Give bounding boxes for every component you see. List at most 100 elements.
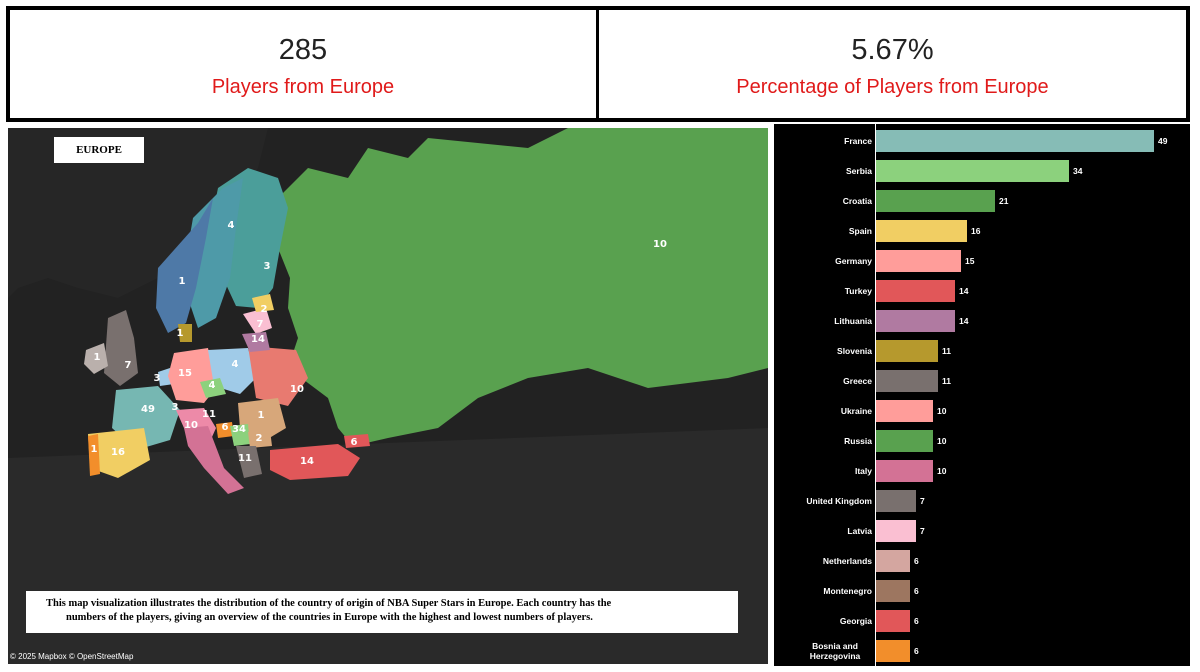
- map-label-sweden: 4: [228, 220, 235, 231]
- map-label-ukraine: 10: [290, 384, 304, 395]
- region-estonia[interactable]: [252, 294, 274, 312]
- region-russia[interactable]: [278, 128, 768, 446]
- bar-category-label: Slovenia: [837, 346, 872, 356]
- map-label-france: 49: [141, 404, 155, 415]
- bar-row-slovenia[interactable]: Slovenia 11: [774, 336, 1190, 366]
- map-label-norway: 1: [179, 276, 186, 287]
- map-label-czechia: 4: [209, 380, 216, 391]
- bar-category-label: Greece: [843, 376, 872, 386]
- region-czechia[interactable]: [200, 378, 226, 398]
- region-georgia[interactable]: [344, 434, 370, 448]
- map-label-spain: 16: [111, 447, 125, 458]
- bar-netherlands[interactable]: [876, 550, 910, 572]
- bar-category-label: Lithuania: [834, 316, 872, 326]
- bar-row-serbia[interactable]: Serbia 34: [774, 156, 1190, 186]
- map-label-latvia: 7: [257, 319, 264, 330]
- map-label-united-kingdom: 7: [125, 360, 132, 371]
- kpi-percentage-card: 5.67% Percentage of Players from Europe: [596, 6, 1190, 122]
- bar-croatia[interactable]: [876, 190, 995, 212]
- bar-spain[interactable]: [876, 220, 967, 242]
- bar-value-label: 10: [937, 406, 947, 416]
- bar-row-germany[interactable]: Germany 15: [774, 246, 1190, 276]
- bar-row-montenegro[interactable]: Montenegro 6: [774, 576, 1190, 606]
- region-united-kingdom[interactable]: [104, 310, 138, 386]
- region-lithuania[interactable]: [242, 332, 270, 352]
- region-ireland[interactable]: [84, 343, 108, 374]
- map-label-greece: 11: [238, 453, 252, 464]
- region-croatia[interactable]: [216, 422, 234, 438]
- sea-area: [8, 128, 268, 298]
- bar-united-kingdom[interactable]: [876, 490, 916, 512]
- region-romania[interactable]: [238, 398, 286, 440]
- map-label-lithuania: 14: [251, 334, 265, 345]
- region-sweden[interactable]: [186, 178, 243, 328]
- region-ukraine[interactable]: [248, 346, 308, 406]
- bar-row-italy[interactable]: Italy 10: [774, 456, 1190, 486]
- region-greece[interactable]: [236, 446, 262, 478]
- bar-value-label: 7: [920, 496, 925, 506]
- region-serbia[interactable]: [230, 424, 250, 446]
- bar-greece[interactable]: [876, 370, 938, 392]
- bar-serbia[interactable]: [876, 160, 1069, 182]
- region-bulgaria[interactable]: [248, 430, 272, 448]
- bar-value-label: 11: [942, 346, 951, 356]
- country-bar-chart: France 49 Serbia 34 Croatia 21 Spain 16 Germany 1…: [774, 124, 1190, 666]
- bar-category-label: France: [844, 136, 872, 146]
- bar-row-croatia[interactable]: Croatia 21: [774, 186, 1190, 216]
- bar-row-russia[interactable]: Russia 10: [774, 426, 1190, 456]
- bar-value-label: 34: [1073, 166, 1083, 176]
- kpi-percentage-value: 5.67%: [851, 34, 934, 66]
- bar-row-latvia[interactable]: Latvia 7: [774, 516, 1190, 546]
- bar-row-lithuania[interactable]: Lithuania 14: [774, 306, 1190, 336]
- bar-row-netherlands[interactable]: Netherlands 6: [774, 546, 1190, 576]
- bar-value-label: 21: [999, 196, 1009, 206]
- bar-row-georgia[interactable]: Georgia 6: [774, 606, 1190, 636]
- bar-value-label: 10: [937, 436, 947, 446]
- bar-bosnia-and-herzegovina[interactable]: [876, 640, 910, 662]
- bar-row-greece[interactable]: Greece 11: [774, 366, 1190, 396]
- bar-value-label: 14: [959, 286, 969, 296]
- kpi-players-label: Players from Europe: [211, 76, 395, 98]
- bar-turkey[interactable]: [876, 280, 955, 302]
- bar-value-label: 6: [914, 586, 919, 596]
- bar-lithuania[interactable]: [876, 310, 955, 332]
- bar-axis-line: [875, 124, 876, 666]
- bar-france[interactable]: [876, 130, 1154, 152]
- map-label-romania: 1: [258, 410, 265, 421]
- kpi-players-value: 285: [278, 34, 328, 66]
- region-netherlands[interactable]: [178, 324, 192, 342]
- region-norway[interactable]: [156, 198, 213, 333]
- bar-slovenia[interactable]: [876, 340, 938, 362]
- region-italy[interactable]: [184, 426, 244, 494]
- map-label-ireland: 1: [94, 352, 101, 363]
- region-turkey[interactable]: [270, 444, 360, 480]
- bar-montenegro[interactable]: [876, 580, 910, 602]
- bar-row-france[interactable]: France 49: [774, 126, 1190, 156]
- bar-latvia[interactable]: [876, 520, 916, 542]
- map-credit[interactable]: © 2025 Mapbox © OpenStreetMap: [10, 652, 134, 661]
- map-title: EUROPE: [54, 137, 144, 163]
- bar-row-turkey[interactable]: Turkey 14: [774, 276, 1190, 306]
- map-label-belgium: 3: [154, 373, 161, 384]
- bar-category-label: Italy: [854, 466, 872, 476]
- bar-russia[interactable]: [876, 430, 933, 452]
- bar-value-label: 10: [937, 466, 947, 476]
- bar-value-label: 6: [914, 616, 919, 626]
- region-spain[interactable]: [88, 428, 150, 478]
- region-portugal[interactable]: [88, 434, 100, 476]
- bar-row-spain[interactable]: Spain 16: [774, 216, 1190, 246]
- bar-germany[interactable]: [876, 250, 961, 272]
- header-divider: [6, 118, 1190, 122]
- bar-row-ukraine[interactable]: Ukraine 10: [774, 396, 1190, 426]
- europe-map[interactable]: 10 4 3 1 1 7 3 49 15 4 4 3 11 10 7 14 10 1 6 34 2 11 14 6 1 16 1 2 …: [8, 128, 768, 664]
- bar-ukraine[interactable]: [876, 400, 933, 422]
- bar-row-united-kingdom[interactable]: United Kingdom 7: [774, 486, 1190, 516]
- map-label-finland: 3: [264, 261, 271, 272]
- bar-row-bosnia-and-herzegovina[interactable]: Bosnia and Herzegovina 6: [774, 636, 1190, 666]
- map-label-estonia: 2: [261, 304, 268, 315]
- bar-georgia[interactable]: [876, 610, 910, 632]
- region-latvia[interactable]: [243, 308, 272, 334]
- map-label-turkey: 14: [300, 456, 314, 467]
- bar-italy[interactable]: [876, 460, 933, 482]
